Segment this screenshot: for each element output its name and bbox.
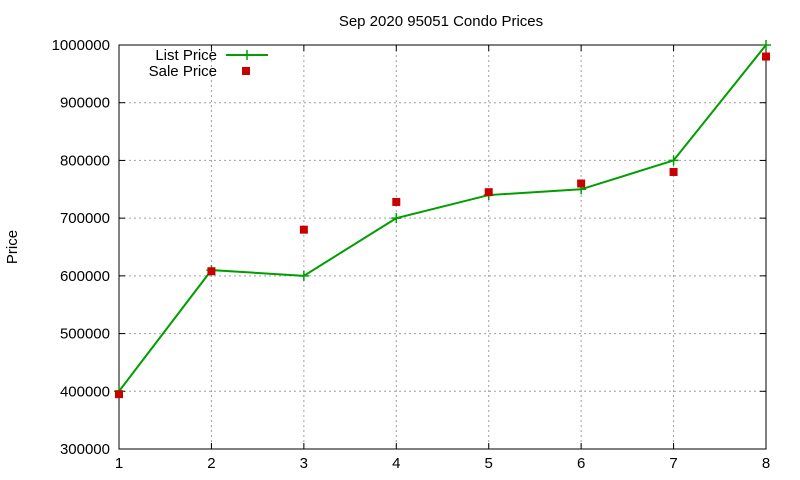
x-tick-label: 2 — [207, 455, 215, 472]
x-tick-label: 7 — [669, 455, 677, 472]
series-line-list-price — [118, 44, 767, 392]
list-price-point — [668, 155, 679, 166]
y-tick-label: 500000 — [60, 326, 110, 343]
legend-marker-list-price — [242, 50, 252, 60]
x-tick-label: 5 — [485, 455, 493, 472]
sale-price-point — [207, 267, 216, 276]
chart-title: Sep 2020 95051 Condo Prices — [339, 13, 543, 30]
y-tick-label: 1000000 — [52, 37, 110, 54]
x-tick-label: 1 — [115, 455, 123, 472]
sale-price-point — [392, 197, 401, 206]
y-tick-label: 300000 — [60, 441, 110, 458]
grid — [119, 45, 766, 449]
sale-price-point — [577, 179, 586, 188]
plot-frame — [118, 44, 767, 450]
y-tick-label: 700000 — [60, 210, 110, 227]
sale-price-point — [669, 167, 678, 176]
sale-price-point — [115, 390, 123, 399]
x-tick-label: 8 — [762, 455, 770, 472]
y-tick-label: 400000 — [60, 383, 110, 400]
y-tick-label: 900000 — [60, 95, 110, 112]
list-price-point — [298, 270, 309, 281]
x-tick-label: 4 — [392, 455, 400, 472]
sale-price-point — [299, 225, 308, 234]
y-axis-label: Price — [4, 230, 21, 264]
plot-series — [114, 40, 771, 399]
y-tick-label: 600000 — [60, 268, 110, 285]
y-tick-label: 800000 — [60, 152, 110, 169]
axes: 300000 400000 500000 600000 700000 800000 9000… — [52, 37, 771, 472]
legend-label: Sale Price — [149, 63, 217, 80]
legend-marker-sale-price — [242, 67, 250, 75]
sale-price-point — [484, 188, 493, 197]
legend-label: List Price — [155, 47, 217, 64]
list-price-point — [391, 213, 402, 224]
list-price-point — [761, 40, 771, 50]
x-tick-label: 3 — [300, 455, 308, 472]
sale-price-point — [762, 52, 770, 61]
x-tick-label: 6 — [577, 455, 585, 472]
